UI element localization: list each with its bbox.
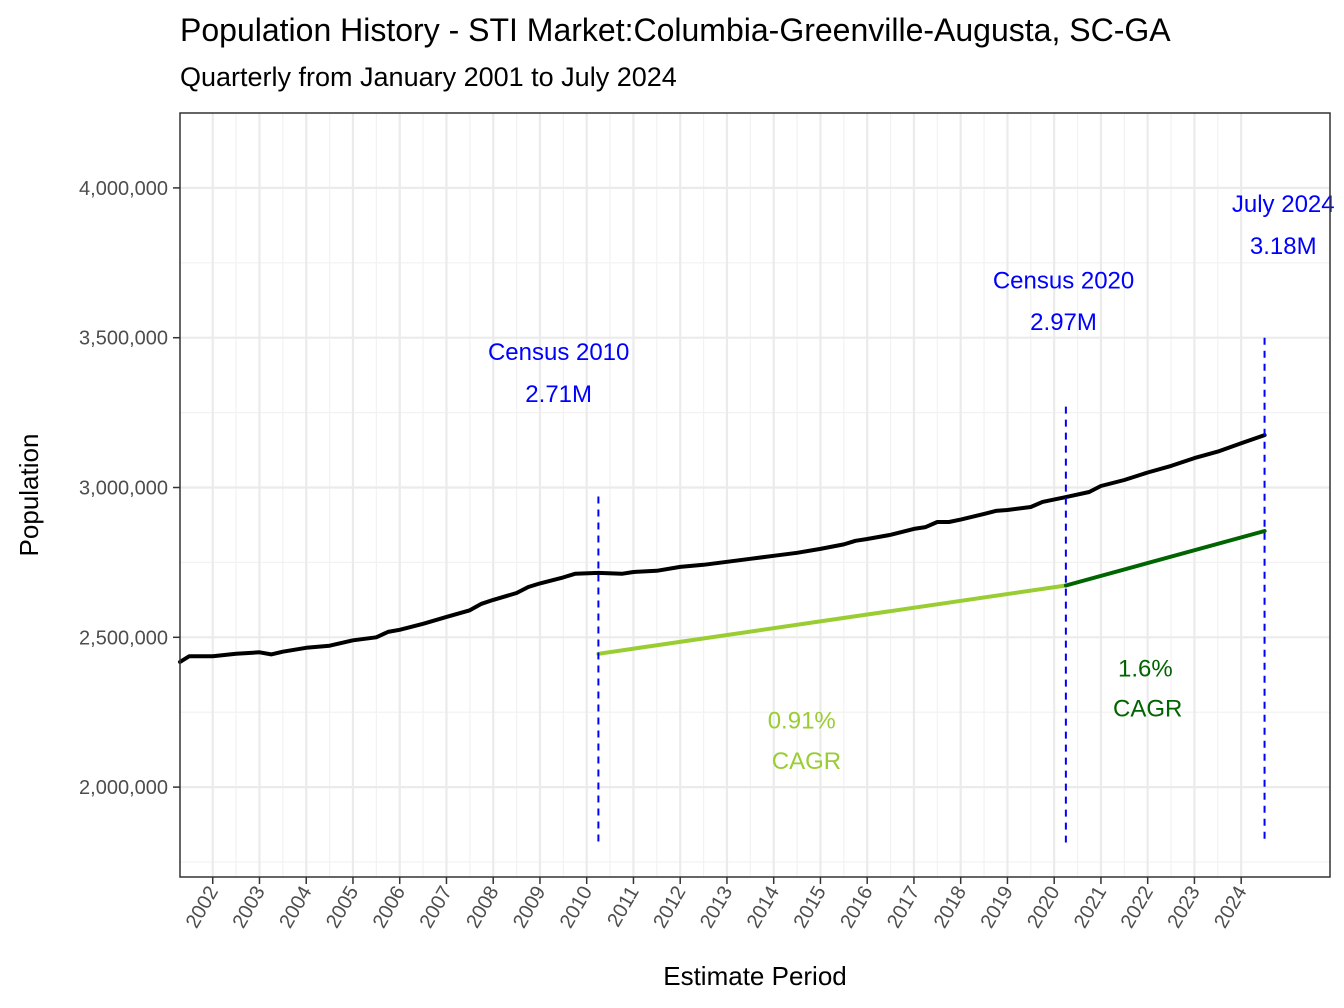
y-tick-label: 3,500,000: [79, 328, 168, 350]
x-tick-label: 2004: [275, 883, 316, 933]
x-tick-label: 2024: [1210, 883, 1251, 933]
reference-label: Census 2010: [488, 339, 629, 366]
cagr-annotation: CAGR: [1113, 696, 1182, 723]
x-tick-label: 2014: [743, 883, 784, 933]
x-tick-label: 2007: [415, 883, 456, 933]
x-tick-label: 2022: [1117, 883, 1158, 933]
x-tick-label: 2009: [509, 883, 550, 933]
major-gridlines: [180, 113, 1330, 877]
x-tick-label: 2021: [1070, 883, 1111, 933]
x-tick-label: 2002: [182, 883, 223, 933]
x-tick-label: 2017: [883, 883, 924, 933]
x-axis-title: Estimate Period: [663, 961, 847, 991]
x-tick-label: 2011: [603, 883, 644, 931]
reference-lines: Census 2010 2.71M Census 2020 2.97M July 202…: [488, 191, 1335, 843]
x-tick-label: 2016: [836, 883, 877, 933]
x-tick-label: 2023: [1163, 883, 1204, 933]
x-tick-label: 2019: [976, 882, 1017, 932]
cagr-annotation: 1.6%: [1118, 655, 1173, 682]
x-tick-label: 2010: [556, 883, 597, 933]
x-tick-label: 2003: [228, 883, 269, 933]
y-tick-label: 3,000,000: [79, 478, 168, 500]
reference-label: July 2024: [1232, 191, 1335, 218]
x-tick-label: 2008: [462, 883, 503, 933]
y-tick-label: 4,000,000: [79, 178, 168, 200]
x-axis: 2002 2003 2004 2005 2006 2007 2008 2009 2010 2011…: [182, 877, 1252, 932]
cagr-annotation: 0.91%: [768, 708, 836, 735]
x-tick-label: 2006: [369, 883, 410, 933]
y-tick-label: 2,500,000: [79, 627, 168, 649]
population-line: [178, 433, 1267, 664]
reference-value-label: 3.18M: [1250, 233, 1317, 260]
cagr-line-2010-2020: [596, 583, 1068, 656]
chart-title: Population History - STI Market:Columbia…: [180, 12, 1171, 48]
x-tick-label: 2015: [789, 883, 830, 933]
reference-label: Census 2020: [993, 267, 1134, 294]
cagr-annotation: CAGR: [772, 748, 841, 775]
x-tick-label: 2020: [1023, 883, 1064, 933]
x-tick-label: 2013: [696, 883, 737, 933]
x-tick-label: 2012: [649, 883, 690, 933]
y-axis: 2,000,000 2,500,000 3,000,000 3,500,000 4,00…: [79, 178, 180, 799]
reference-value-label: 2.97M: [1030, 309, 1097, 336]
plot-border: [179, 112, 1331, 878]
minor-gridlines: [180, 112, 1330, 877]
series-layer: [178, 433, 1267, 664]
chart-subtitle: Quarterly from January 2001 to July 2024: [180, 62, 677, 92]
annotations: 0.91% CAGR 1.6% CAGR: [768, 655, 1183, 775]
cagr-line-2020-2024: [1063, 529, 1267, 588]
y-tick-label: 2,000,000: [79, 777, 168, 799]
y-axis-title: Population: [14, 434, 44, 557]
x-tick-label: 2018: [930, 883, 971, 933]
plot-background: [180, 113, 1330, 877]
reference-value-label: 2.71M: [525, 381, 592, 408]
x-tick-label: 2005: [322, 883, 363, 933]
